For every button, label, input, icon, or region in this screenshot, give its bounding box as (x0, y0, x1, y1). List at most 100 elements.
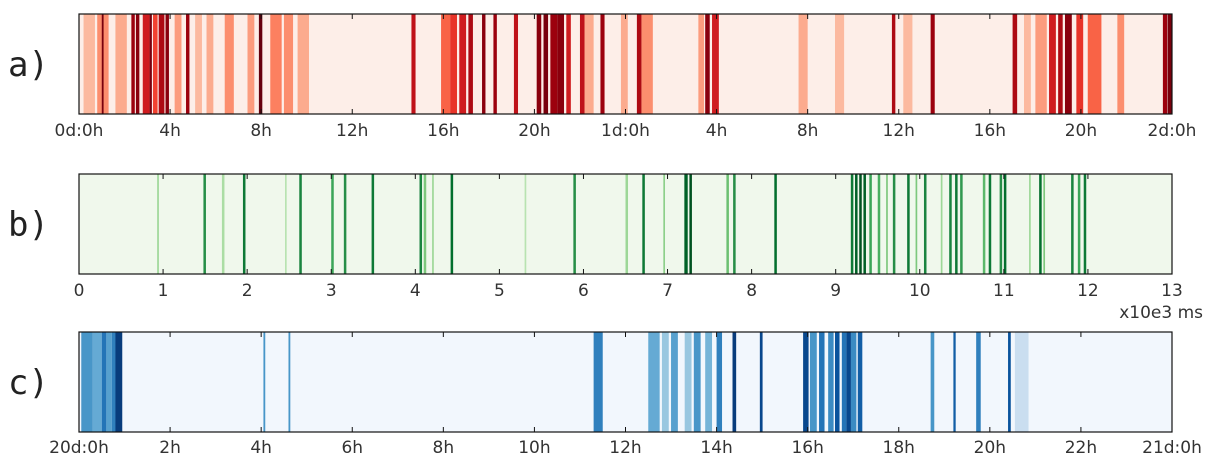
event-stripe (661, 332, 669, 432)
x-tick-label: 20h (1065, 121, 1097, 141)
event-stripe (111, 332, 117, 432)
event-stripe (863, 174, 866, 274)
event-stripe (1117, 14, 1125, 114)
panel-a-heatmap: a) 0d:0h 4h 8h 12h 16h 20h 1d:0h 4h 8h 12h 16h 20h 2d… (8, 13, 1196, 141)
event-stripe (343, 174, 347, 274)
event-stripe (953, 332, 956, 432)
event-stripe (1083, 174, 1087, 274)
event-stripe (1058, 14, 1063, 114)
event-stripe (247, 14, 255, 114)
x-tick-label: 8 (746, 281, 757, 301)
event-stripe (331, 174, 334, 274)
panel-c-heatmap: c) 20d:0h 2h 4h 6h 8h 10h 12h 14h 16h 18h 20h 22h 21d… (8, 331, 1202, 457)
event-stripe (284, 174, 287, 274)
x-tick-label: 12 (1077, 281, 1099, 301)
event-stripe (1049, 14, 1056, 114)
event-stripe (543, 14, 549, 114)
event-stripe (955, 174, 958, 274)
event-stripe (1162, 14, 1167, 114)
event-stripe (642, 174, 645, 274)
event-stripe (566, 14, 571, 114)
event-stripe (1035, 14, 1047, 114)
event-stripe (1014, 332, 1029, 432)
event-stripe (450, 14, 457, 114)
event-stripe (283, 14, 294, 114)
heatmap-frame (78, 173, 1173, 275)
event-stripe (258, 14, 263, 114)
event-stripe (712, 14, 719, 114)
event-stripe (270, 14, 282, 114)
x-tick-label: 13 (1161, 281, 1183, 301)
event-stripe (1029, 174, 1031, 274)
event-stripe (988, 174, 992, 274)
event-stripe (733, 174, 736, 274)
x-tick-label: 4h (159, 121, 181, 141)
event-stripe (579, 14, 585, 114)
event-stripe (81, 332, 93, 432)
x-tick-label: 3 (326, 281, 337, 301)
event-stripe (83, 14, 95, 114)
event-stripe (153, 14, 158, 114)
event-stripe (459, 14, 467, 114)
event-stripe (203, 174, 206, 274)
x-tick-label: 11 (993, 281, 1015, 301)
event-stripe (859, 174, 862, 274)
event-stripe (115, 332, 123, 432)
event-stripe (684, 332, 692, 432)
event-stripe (513, 14, 519, 114)
event-stripe (450, 174, 454, 274)
event-stripe (174, 14, 182, 114)
event-stripe (930, 14, 935, 114)
event-stripe (869, 174, 872, 274)
event-stripe (206, 14, 214, 114)
x-unit-label: x10e3 ms (1119, 303, 1203, 323)
event-stripe (663, 174, 666, 274)
event-stripe (1043, 174, 1046, 274)
event-stripe (892, 174, 896, 274)
event-stripe (600, 14, 605, 114)
event-stripe (1012, 14, 1018, 114)
event-stripe (732, 332, 737, 432)
event-stripe (524, 174, 527, 274)
event-stripe (1071, 174, 1074, 274)
x-tick-label: 12h (336, 121, 368, 141)
event-stripe (809, 332, 817, 432)
event-stripe (819, 332, 825, 432)
event-stripe (999, 174, 1003, 274)
event-stripe (142, 14, 150, 114)
x-tick-label: 2h (159, 438, 181, 457)
event-stripe (371, 174, 375, 274)
event-stripe (877, 174, 881, 274)
event-stripe (195, 14, 202, 114)
event-stripe (411, 14, 416, 114)
event-stripe (726, 174, 729, 274)
event-stripe (907, 174, 910, 274)
event-stripe (648, 332, 660, 432)
x-tick-label: 1 (158, 281, 169, 301)
event-stripe (157, 174, 159, 274)
x-tick-label: 10 (909, 281, 931, 301)
x-tick-label: 20d:0h (49, 438, 109, 457)
x-tick-label: 2 (242, 281, 253, 301)
panel-label: b) (8, 205, 49, 245)
event-stripe (620, 14, 628, 114)
event-stripe (923, 174, 927, 274)
event-stripe (1087, 14, 1102, 114)
event-stripe (297, 14, 309, 114)
event-stripe (803, 332, 809, 432)
event-stripe (834, 14, 845, 114)
event-stripe (221, 174, 225, 274)
x-tick-label: 9 (830, 281, 841, 301)
event-stripe (1077, 174, 1081, 274)
event-stripe (684, 174, 688, 274)
event-stripe (693, 332, 701, 432)
event-stripe (1003, 174, 1007, 274)
event-stripe (582, 14, 594, 114)
event-stripe (846, 332, 851, 432)
event-stripe (131, 14, 135, 114)
x-tick-label: 20h (518, 121, 550, 141)
x-tick-label: 16h (791, 438, 823, 457)
x-tick-label: 5 (494, 281, 505, 301)
